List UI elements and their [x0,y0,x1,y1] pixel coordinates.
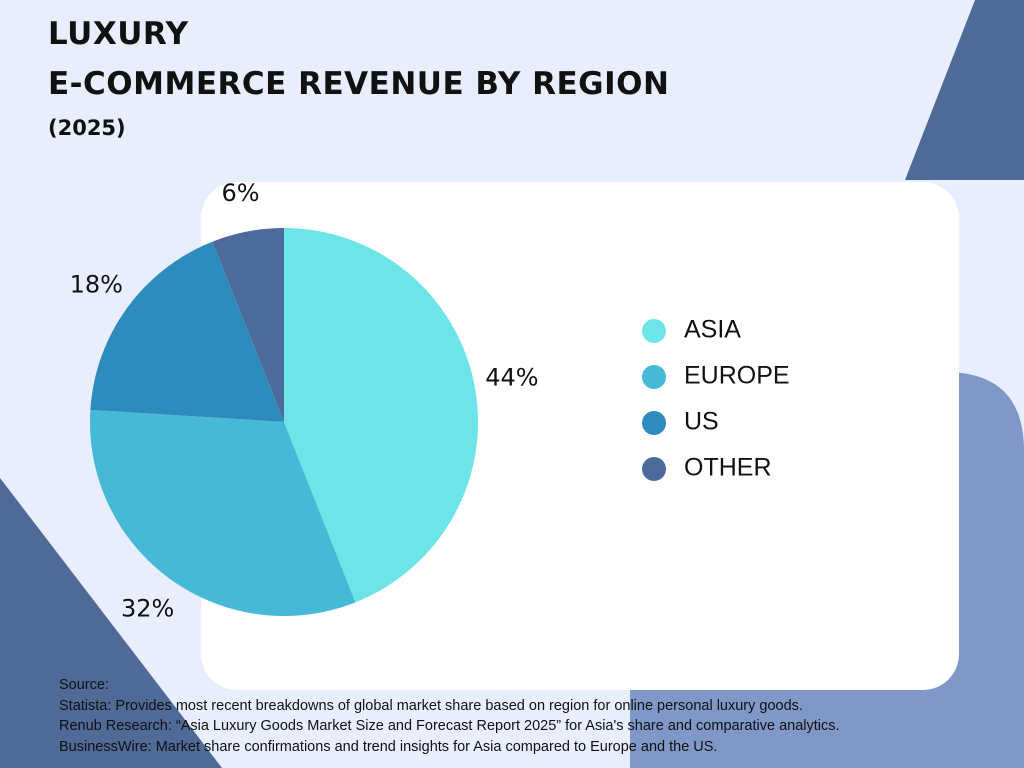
top-right-shape [905,0,1024,180]
pie-slice-europe [90,409,356,616]
legend-label-other: OTHER [684,454,772,482]
data-label-us: 18% [70,271,123,299]
source-line-renub: Renub Research: “Asia Luxury Goods Marke… [59,718,840,734]
pie-slice-us [90,241,284,422]
chart-title-line-2: E-COMMERCE REVENUE BY REGION [48,66,670,102]
chart-legend: ASIA EUROPE US OTHER [642,316,790,482]
legend-swatch-us [642,411,666,435]
bottom-left-shape [0,478,222,768]
legend-label-asia: ASIA [684,316,741,344]
data-label-europe: 32% [121,595,174,623]
legend-label-europe: EUROPE [684,362,790,390]
sources-block: Source: Statista: Provides most recent b… [59,675,959,757]
legend-swatch-other [642,457,666,481]
pie-slice-other [212,228,284,422]
legend-label-us: US [684,408,719,436]
data-label-other: 6% [221,179,259,207]
pie-slice-asia [284,228,478,603]
legend-swatch-europe [642,365,666,389]
data-label-asia: 44% [485,364,538,392]
sources-heading: Source: [59,677,109,693]
source-line-businesswire: BusinessWire: Market share confirmations… [59,738,718,755]
source-line-statista: Statista: Provides most recent breakdown… [59,697,803,714]
chart-title-line-1: LUXURY [48,16,189,52]
legend-swatch-asia [642,319,666,343]
chart-title-year: (2025) [48,116,126,140]
